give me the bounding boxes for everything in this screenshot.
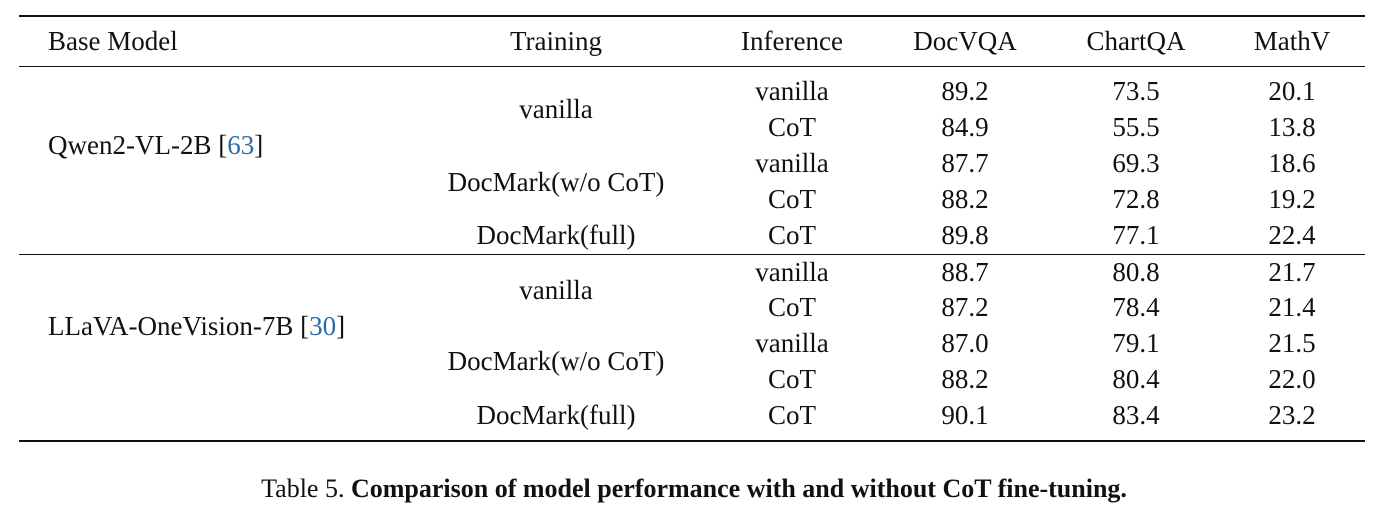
training-cell: DocMark(w/o CoT) <box>447 167 665 197</box>
base-model-cell: Qwen2-VL-2B [63] <box>48 130 263 160</box>
chartqa-cell: 79.1 <box>1112 328 1160 358</box>
inference-cell: CoT <box>767 292 817 322</box>
docvqa-cell: 84.9 <box>941 112 989 142</box>
citation-open: [ <box>300 311 310 341</box>
mathv-cell: 22.0 <box>1268 364 1316 394</box>
citation-open: [ <box>218 130 228 160</box>
caption-label: Table 5. <box>261 474 345 503</box>
training-cell: DocMark(full) <box>476 220 636 250</box>
inference-cell: vanilla <box>755 148 829 178</box>
group-divider-rule <box>19 254 1365 255</box>
chartqa-cell: 55.5 <box>1112 112 1160 142</box>
citation-link[interactable]: 63 <box>227 130 255 160</box>
docvqa-cell: 90.1 <box>941 400 989 430</box>
header-chartqa: ChartQA <box>1086 26 1186 56</box>
inference-cell: CoT <box>767 112 817 142</box>
top-rule <box>19 15 1365 17</box>
base-model-name: LLaVA-OneVision-7B <box>48 311 294 341</box>
chartqa-cell: 73.5 <box>1112 76 1160 106</box>
training-cell: DocMark(full) <box>476 400 636 430</box>
citation-close: ] <box>336 311 346 341</box>
chartqa-cell: 78.4 <box>1112 292 1160 322</box>
citation-link[interactable]: 30 <box>309 311 337 341</box>
inference-cell: vanilla <box>755 76 829 106</box>
inference-cell: CoT <box>767 220 817 250</box>
inference-cell: vanilla <box>755 328 829 358</box>
header-mathv: MathV <box>1253 26 1331 56</box>
training-cell: DocMark(w/o CoT) <box>447 346 665 376</box>
chartqa-cell: 80.8 <box>1112 257 1160 287</box>
docvqa-cell: 88.2 <box>941 364 989 394</box>
chartqa-cell: 77.1 <box>1112 220 1160 250</box>
header-inference: Inference <box>741 26 843 56</box>
header-base-model: Base Model <box>48 26 178 56</box>
chartqa-cell: 83.4 <box>1112 400 1160 430</box>
table-caption: Table 5. Comparison of model performance… <box>261 474 1127 504</box>
mathv-cell: 21.5 <box>1268 328 1316 358</box>
docvqa-cell: 87.0 <box>941 328 989 358</box>
mathv-cell: 20.1 <box>1268 76 1316 106</box>
mathv-cell: 21.4 <box>1268 292 1316 322</box>
mathv-cell: 13.8 <box>1268 112 1316 142</box>
mathv-cell: 21.7 <box>1268 257 1316 287</box>
docvqa-cell: 87.2 <box>941 292 989 322</box>
mathv-cell: 22.4 <box>1268 220 1316 250</box>
docvqa-cell: 89.8 <box>941 220 989 250</box>
chartqa-cell: 80.4 <box>1112 364 1160 394</box>
docvqa-cell: 88.7 <box>941 257 989 287</box>
inference-cell: vanilla <box>755 257 829 287</box>
mathv-cell: 23.2 <box>1268 400 1316 430</box>
header-rule <box>19 66 1365 67</box>
docvqa-cell: 88.2 <box>941 184 989 214</box>
training-cell: vanilla <box>519 275 593 305</box>
chartqa-cell: 72.8 <box>1112 184 1160 214</box>
mathv-cell: 18.6 <box>1268 148 1316 178</box>
inference-cell: CoT <box>767 364 817 394</box>
citation-close: ] <box>254 130 264 160</box>
docvqa-cell: 87.7 <box>941 148 989 178</box>
training-cell: vanilla <box>519 94 593 124</box>
inference-cell: CoT <box>767 400 817 430</box>
inference-cell: CoT <box>767 184 817 214</box>
chartqa-cell: 69.3 <box>1112 148 1160 178</box>
caption-text: Comparison of model performance with and… <box>350 474 1127 503</box>
header-docvqa: DocVQA <box>913 26 1017 56</box>
header-training: Training <box>509 26 603 56</box>
bottom-rule <box>19 440 1365 442</box>
mathv-cell: 19.2 <box>1268 184 1316 214</box>
docvqa-cell: 89.2 <box>941 76 989 106</box>
base-model-name: Qwen2-VL-2B <box>48 130 212 160</box>
base-model-cell: LLaVA-OneVision-7B [30] <box>48 311 345 341</box>
